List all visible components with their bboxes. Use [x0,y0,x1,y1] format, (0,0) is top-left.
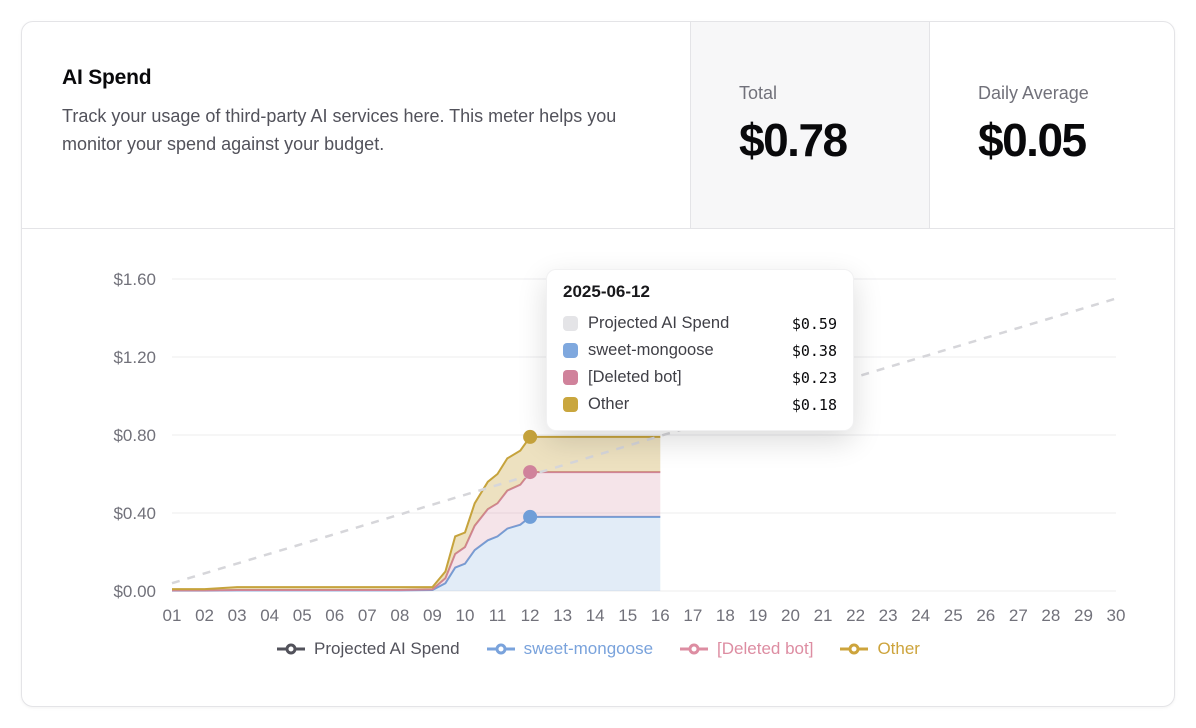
svg-text:$0.00: $0.00 [113,582,156,601]
svg-text:06: 06 [325,606,344,625]
legend-label: Other [877,639,920,658]
svg-text:$0.80: $0.80 [113,426,156,445]
svg-text:16: 16 [651,606,670,625]
tooltip-series-name: Other [588,395,630,413]
chart-tooltip: 2025-06-12 Projected AI Spend $0.59 sweet-… [546,269,854,431]
tooltip-series-name: sweet-mongoose [588,341,714,359]
ai-spend-card: AI Spend Track your usage of third-party… [21,21,1175,707]
svg-text:24: 24 [911,606,930,625]
tooltip-row: [Deleted bot] $0.23 [563,364,837,391]
svg-text:25: 25 [944,606,963,625]
header-info: AI Spend Track your usage of third-party… [22,22,690,228]
legend-line-icon [680,643,709,655]
chart-section: $0.00 $0.40 $0.80 $1.20 $1.60 01 02 03 04 05 06 07 0… [22,229,1174,659]
svg-text:20: 20 [781,606,800,625]
svg-text:30: 30 [1107,606,1126,625]
tooltip-date: 2025-06-12 [563,282,650,301]
svg-text:08: 08 [390,606,409,625]
svg-text:02: 02 [195,606,214,625]
legend-item-other[interactable]: Other [839,639,920,659]
svg-text:07: 07 [358,606,377,625]
svg-text:27: 27 [1009,606,1028,625]
series-swatch-icon [563,343,578,358]
svg-text:14: 14 [586,606,605,625]
tooltip-series-value: $0.23 [791,368,837,387]
tooltip-row: Projected AI Spend $0.59 [563,310,837,337]
svg-text:29: 29 [1074,606,1093,625]
svg-text:15: 15 [618,606,637,625]
svg-text:$0.40: $0.40 [113,504,156,523]
series-swatch-icon [563,397,578,412]
legend-label: [Deleted bot] [717,639,814,658]
legend-line-icon [277,643,306,655]
tooltip-series-value: $0.18 [791,395,837,414]
svg-text:28: 28 [1041,606,1060,625]
stat-daily-average: Daily Average $0.05 [929,22,1174,228]
tooltip-series-value: $0.59 [791,314,837,333]
legend-item-deleted-bot[interactable]: [Deleted bot] [679,639,813,659]
tooltip-series-name: [Deleted bot] [588,368,682,386]
projected-spend-line [171,297,1117,585]
legend-label: sweet-mongoose [523,639,654,658]
active-dot--deleted-bot- [523,465,538,480]
svg-text:10: 10 [456,606,475,625]
legend-line-icon [486,643,515,655]
svg-text:$1.20: $1.20 [113,348,156,367]
svg-text:17: 17 [683,606,702,625]
tooltip-row: Other $0.18 [563,391,837,418]
stat-total-value: $0.78 [739,114,848,166]
svg-text:01: 01 [163,606,182,625]
svg-text:13: 13 [553,606,572,625]
stat-total: Total $0.78 [690,22,929,228]
series-swatch-icon [563,316,578,331]
series-swatch-icon [563,370,578,385]
line--deleted-bot- [172,471,661,592]
page-description: Track your usage of third-party AI servi… [62,106,617,154]
svg-text:03: 03 [228,606,247,625]
svg-text:04: 04 [260,606,279,625]
area-other [172,436,661,591]
active-dot-other [523,429,538,444]
stat-total-label: Total [739,83,778,103]
tooltip-series-name: Projected AI Spend [588,314,730,332]
svg-text:18: 18 [716,606,735,625]
legend-line-icon [840,643,869,655]
area--deleted-bot- [172,472,661,591]
svg-text:22: 22 [846,606,865,625]
svg-text:$1.60: $1.60 [113,270,156,289]
svg-text:05: 05 [293,606,312,625]
line-other [172,435,661,591]
svg-text:11: 11 [489,606,507,625]
active-dot-sweet-mongoose [523,509,538,524]
legend-label: Projected AI Spend [314,639,460,658]
area-sweet-mongoose [172,516,661,591]
svg-text:26: 26 [976,606,995,625]
legend-item-projected-ai-spend[interactable]: Projected AI Spend [276,639,460,659]
x-axis: 01 02 03 04 05 06 07 08 09 10 11 12 13 14 15 16 17 18 19 20… [163,606,1126,625]
tooltip-series-value: $0.38 [791,341,837,360]
card-header: AI Spend Track your usage of third-party… [22,22,1174,229]
tooltip-row: sweet-mongoose $0.38 [563,337,837,364]
svg-text:12: 12 [521,606,540,625]
legend-item-sweet-mongoose[interactable]: sweet-mongoose [486,639,653,659]
svg-text:09: 09 [423,606,442,625]
svg-text:19: 19 [748,606,767,625]
tooltip-rows: Projected AI Spend $0.59 sweet-mongoose $0.… [563,310,837,418]
stat-daily-average-label: Daily Average [978,83,1089,103]
stat-daily-average-value: $0.05 [978,114,1087,166]
page-title: AI Spend [62,66,152,89]
svg-text:23: 23 [879,606,898,625]
svg-text:21: 21 [814,606,833,625]
chart-legend: Projected AI Spend sweet-mongoose [Deleted… [22,639,1174,659]
